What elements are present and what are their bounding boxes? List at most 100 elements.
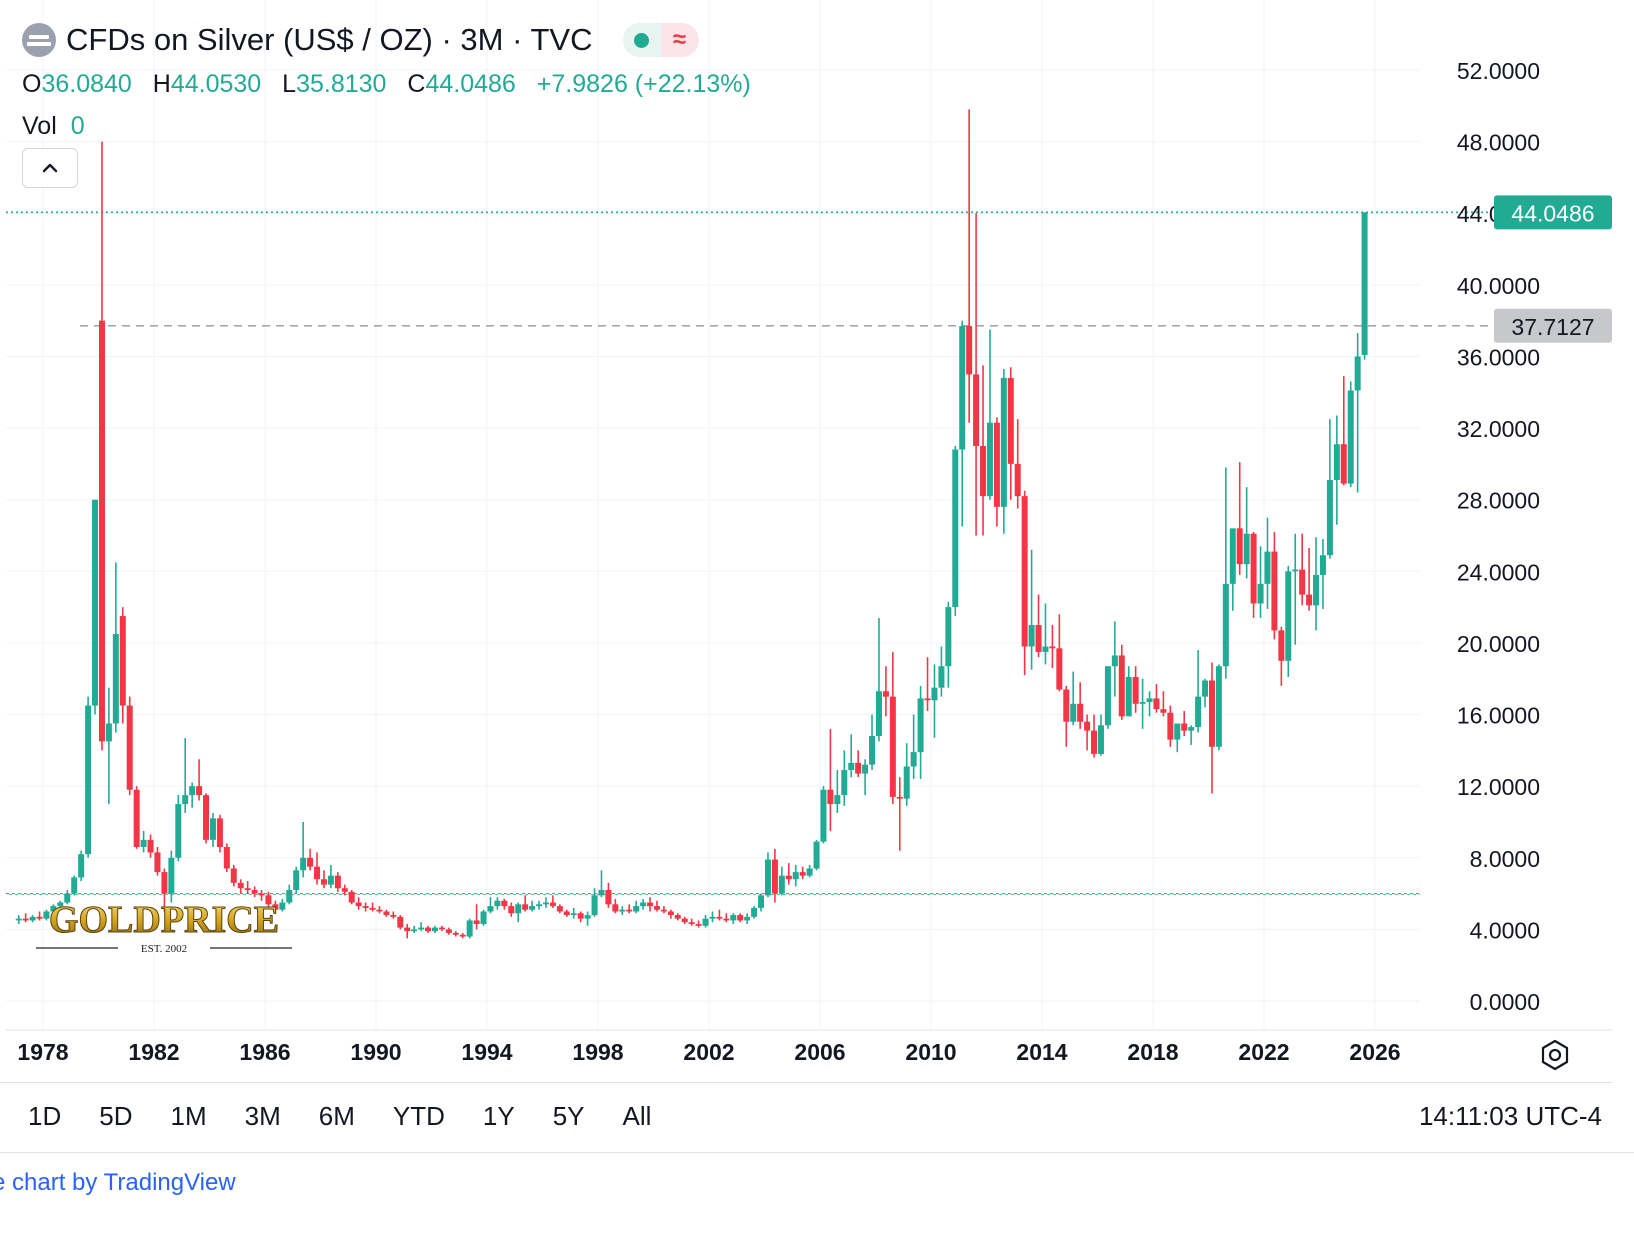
candle[interactable] <box>869 714 876 771</box>
candle[interactable] <box>723 913 730 923</box>
candle[interactable] <box>820 786 827 844</box>
candle[interactable] <box>570 907 577 919</box>
candle[interactable] <box>667 909 674 919</box>
candle[interactable] <box>730 913 737 925</box>
candle[interactable] <box>1229 528 1236 611</box>
candle[interactable] <box>529 900 536 912</box>
candle[interactable] <box>293 866 300 894</box>
candle[interactable] <box>1063 685 1070 747</box>
candle[interactable] <box>168 850 175 903</box>
candle[interactable] <box>209 813 216 848</box>
candle[interactable] <box>15 915 22 925</box>
range-button-5y[interactable]: 5Y <box>552 1101 585 1131</box>
candle[interactable] <box>1181 710 1188 737</box>
candle[interactable] <box>418 922 425 932</box>
candle[interactable] <box>140 830 147 853</box>
candle[interactable] <box>563 909 570 917</box>
candle[interactable] <box>334 872 341 892</box>
candle[interactable] <box>1292 533 1299 645</box>
collapse-legend-button[interactable] <box>22 148 78 188</box>
candle[interactable] <box>258 889 265 901</box>
range-button-1d[interactable]: 1D <box>28 1101 62 1131</box>
candle[interactable] <box>973 213 980 536</box>
candle[interactable] <box>1250 531 1257 618</box>
candle[interactable] <box>244 881 251 894</box>
candle[interactable] <box>938 646 945 697</box>
candle[interactable] <box>494 897 501 910</box>
candle[interactable] <box>695 920 702 928</box>
candle[interactable] <box>1306 548 1313 611</box>
candle[interactable] <box>98 141 105 751</box>
candle[interactable] <box>175 795 182 862</box>
candle[interactable] <box>390 911 397 919</box>
candle[interactable] <box>466 918 473 939</box>
candle[interactable] <box>1111 621 1118 697</box>
candle[interactable] <box>674 913 681 921</box>
candle[interactable] <box>85 696 92 858</box>
candle[interactable] <box>71 875 78 896</box>
candle[interactable] <box>1125 666 1132 717</box>
candle[interactable] <box>834 770 841 814</box>
candle[interactable] <box>320 870 327 889</box>
candle[interactable] <box>64 889 71 905</box>
candle[interactable] <box>1257 546 1264 618</box>
candle[interactable] <box>931 664 938 738</box>
candle[interactable] <box>598 870 605 898</box>
candle[interactable] <box>133 786 140 849</box>
candle[interactable] <box>903 743 910 806</box>
candle[interactable] <box>1202 678 1209 708</box>
candle[interactable] <box>605 882 612 908</box>
candle[interactable] <box>1070 671 1077 726</box>
candle[interactable] <box>459 932 466 939</box>
candle[interactable] <box>737 913 744 923</box>
candle[interactable] <box>105 687 112 805</box>
candle[interactable] <box>480 909 487 926</box>
candle[interactable] <box>362 902 369 912</box>
candle[interactable] <box>980 365 987 536</box>
candle[interactable] <box>425 925 432 933</box>
candle[interactable] <box>556 904 563 914</box>
candle[interactable] <box>549 895 556 908</box>
candle[interactable] <box>1188 725 1195 745</box>
candle[interactable] <box>1174 723 1181 753</box>
tradingview-link[interactable]: e chart by TradingView <box>0 1169 236 1196</box>
candle[interactable] <box>1097 714 1104 756</box>
price-chart[interactable]: 52.000048.000044.000040.000036.000032.00… <box>0 0 1634 1082</box>
candle[interactable] <box>196 759 203 801</box>
candle[interactable] <box>189 782 196 808</box>
candle[interactable] <box>758 893 765 912</box>
delayed-data-icon[interactable]: ≈ <box>660 23 699 57</box>
candle[interactable] <box>376 906 383 914</box>
candle[interactable] <box>445 927 452 935</box>
candle[interactable] <box>792 864 799 887</box>
candle[interactable] <box>764 852 771 898</box>
candle[interactable] <box>1236 462 1243 575</box>
candle[interactable] <box>78 850 85 882</box>
market-status[interactable]: ≈ <box>622 23 699 57</box>
candle[interactable] <box>216 814 223 853</box>
candle[interactable] <box>848 734 855 778</box>
candle[interactable] <box>43 909 50 921</box>
candle[interactable] <box>952 445 959 617</box>
candle[interactable] <box>1021 490 1028 676</box>
candle[interactable] <box>1000 368 1007 534</box>
candle[interactable] <box>508 902 515 917</box>
candle[interactable] <box>660 906 667 914</box>
candle[interactable] <box>1167 705 1174 747</box>
candle[interactable] <box>348 889 355 905</box>
candle[interactable] <box>307 848 314 871</box>
candle[interactable] <box>1035 594 1042 658</box>
candle[interactable] <box>1195 650 1202 733</box>
candle[interactable] <box>1084 714 1091 751</box>
candle[interactable] <box>1104 666 1111 729</box>
candle[interactable] <box>286 884 293 905</box>
candle[interactable] <box>709 911 716 923</box>
candle[interactable] <box>1132 666 1139 713</box>
candle[interactable] <box>22 913 29 923</box>
candle[interactable] <box>473 904 480 930</box>
candle[interactable] <box>612 898 619 914</box>
candle[interactable] <box>751 906 758 919</box>
candle[interactable] <box>647 897 654 912</box>
candle[interactable] <box>1285 565 1292 677</box>
candle[interactable] <box>92 499 99 715</box>
